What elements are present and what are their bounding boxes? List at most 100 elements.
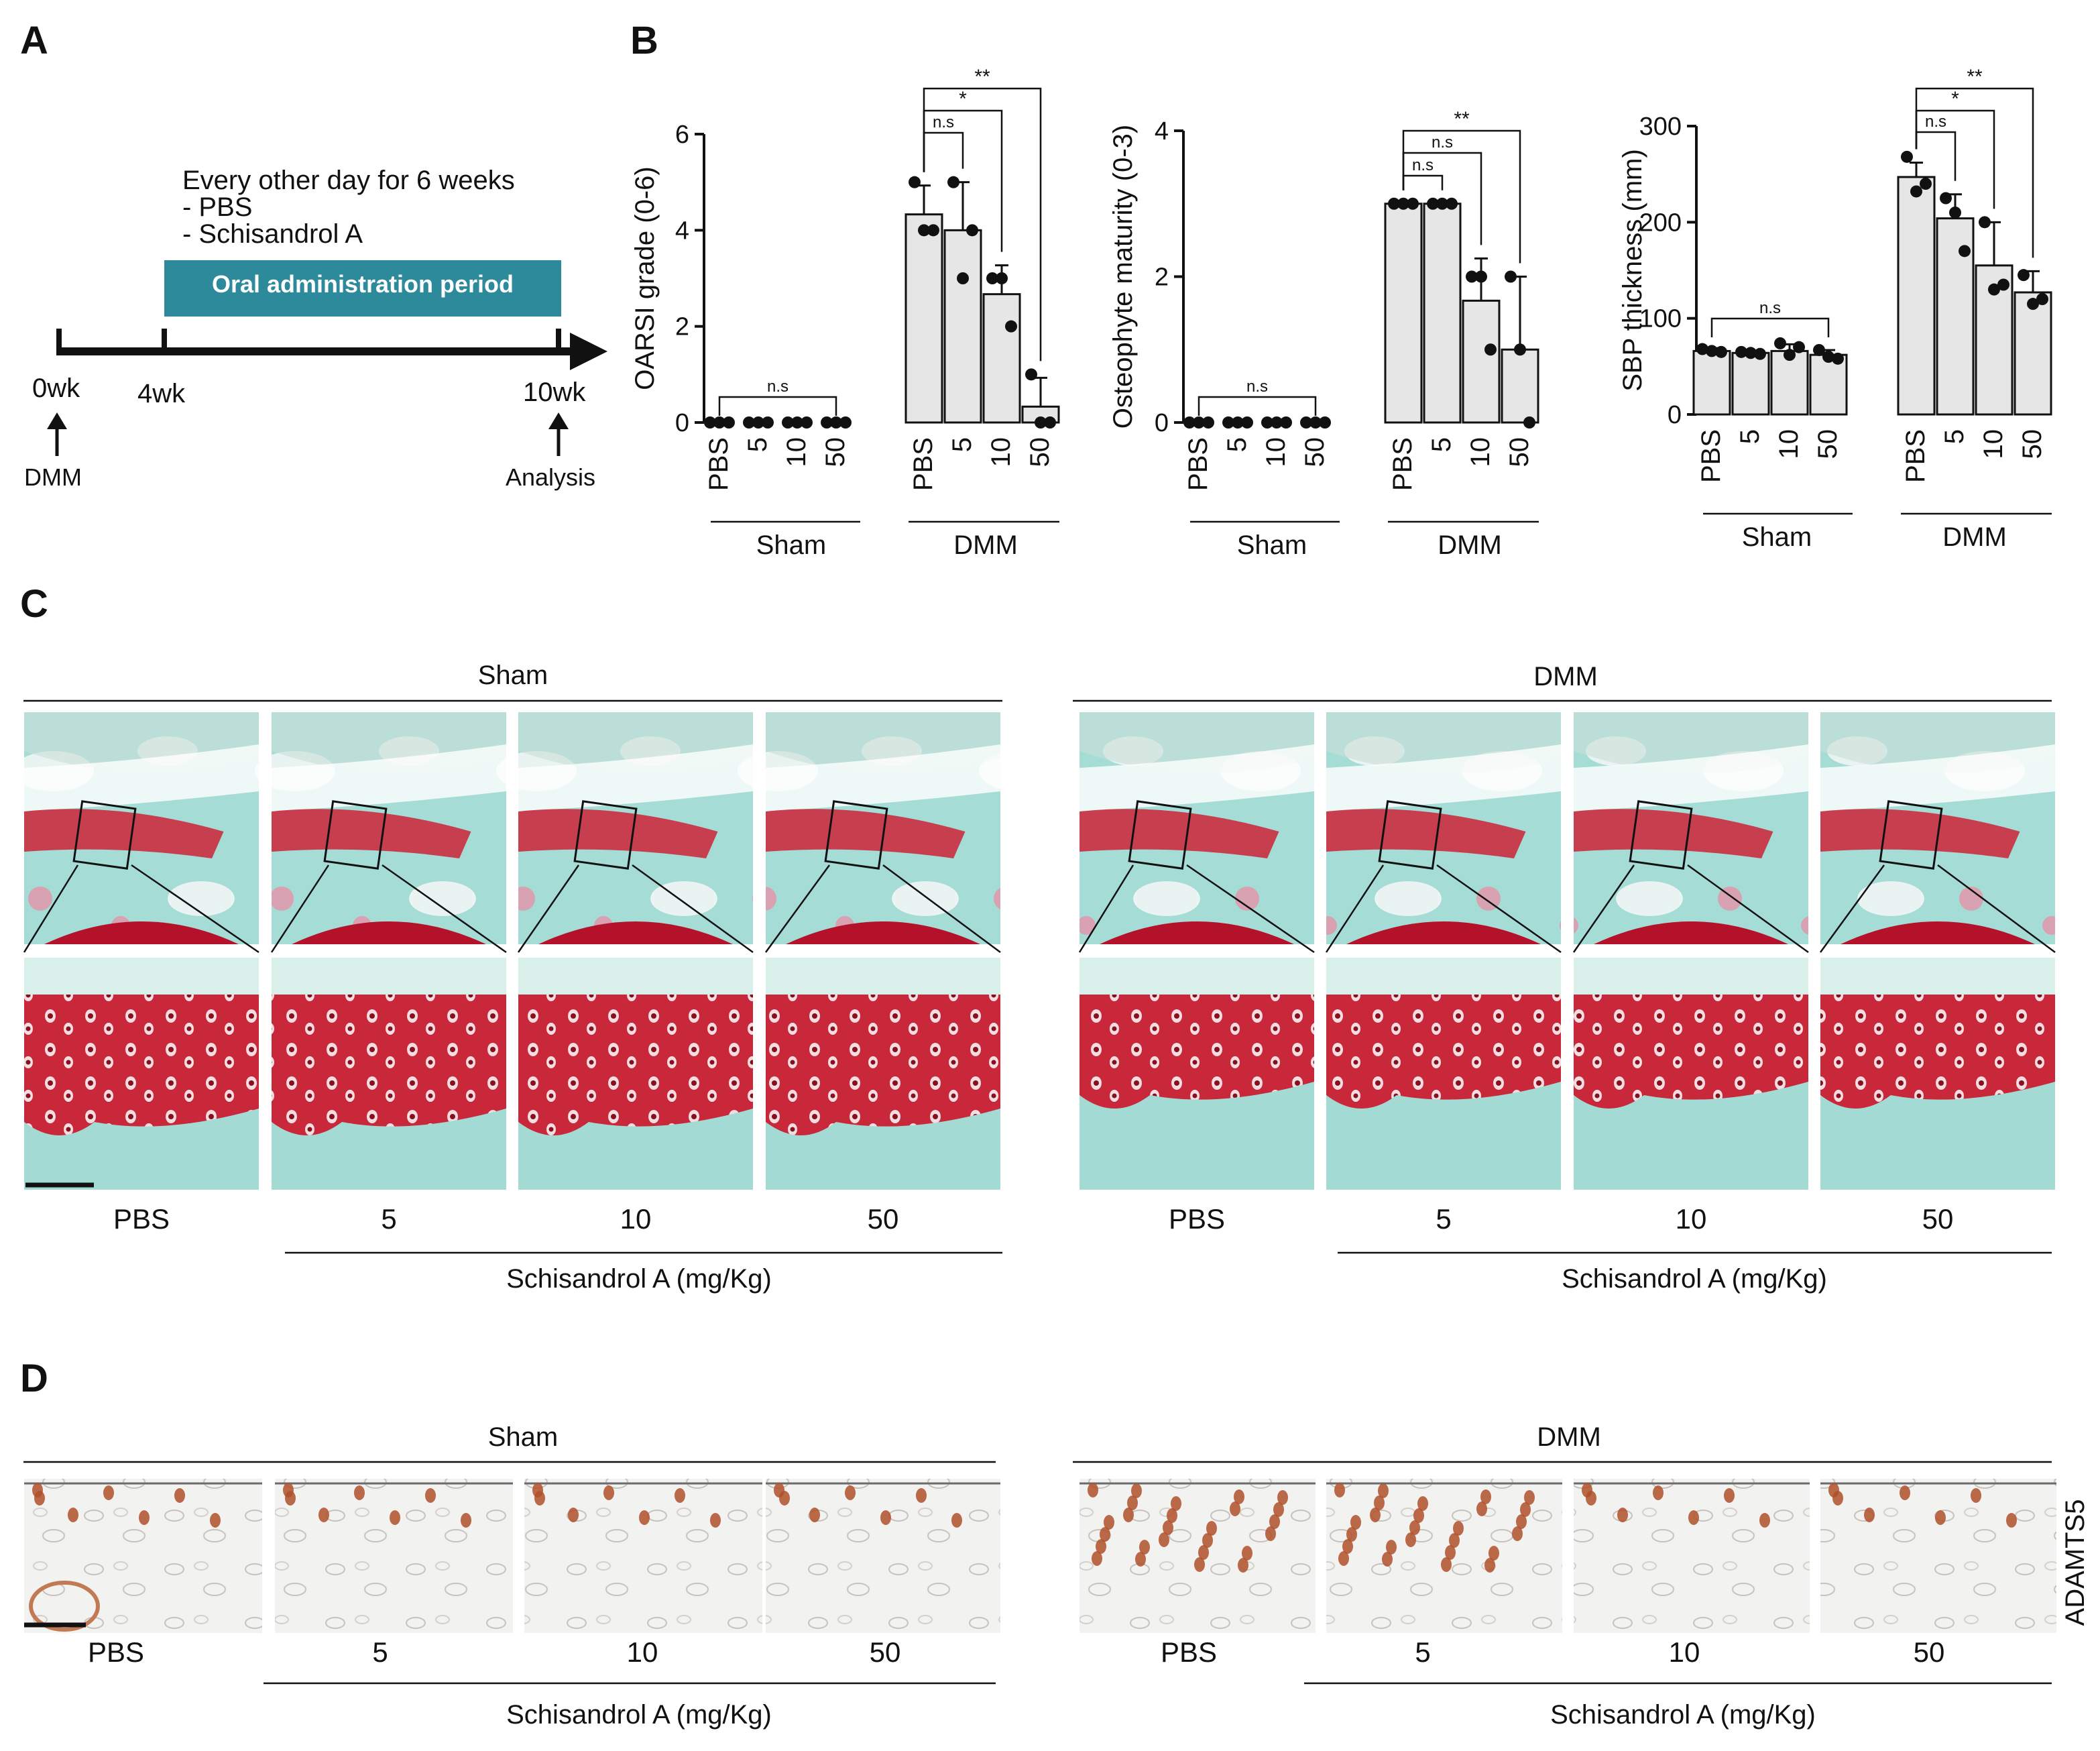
x-tick-label: 10 xyxy=(1774,429,1804,459)
significance-label: ** xyxy=(1967,66,1983,88)
x-tick-label: 5 xyxy=(947,437,977,452)
data-point xyxy=(1193,416,1205,429)
group-label-sham: Sham xyxy=(1742,522,1812,552)
c-lowmag-tile xyxy=(1325,712,1562,954)
schedule-title: Every other day for 6 weeks xyxy=(182,166,515,195)
arrow-dmm-head xyxy=(47,412,67,429)
c-lowmag-tile xyxy=(1572,712,1809,954)
data-point xyxy=(1427,197,1439,210)
x-tick-label: 5 xyxy=(1222,437,1252,452)
data-point xyxy=(927,224,939,237)
data-point xyxy=(1754,347,1766,360)
data-point xyxy=(1514,343,1526,356)
c-sham-dose-axis-label: Schisandrol A (mg/Kg) xyxy=(506,1264,772,1294)
c-highmag-tile xyxy=(518,958,753,1190)
bar-sham-pbs xyxy=(1692,349,1731,416)
c-highmag-tile xyxy=(1820,958,2055,1190)
data-point xyxy=(1397,197,1409,210)
y-tick-label: 0 xyxy=(1155,409,1169,437)
d-dose-label: PBS xyxy=(88,1636,144,1668)
d-sham-dose-axis-label: Schisandrol A (mg/Kg) xyxy=(506,1700,772,1730)
significance-bracket xyxy=(1915,131,1957,181)
timepoint-4wk: 4wk xyxy=(137,379,186,408)
data-point xyxy=(1706,345,1718,357)
c-dose-label: 5 xyxy=(1436,1203,1451,1235)
bar-dmm-50 xyxy=(1501,348,1539,424)
data-point xyxy=(1745,347,1757,359)
data-point xyxy=(1466,270,1478,283)
d-dose-label: PBS xyxy=(1161,1636,1217,1668)
d-dmm-dose-axis-label: Schisandrol A (mg/Kg) xyxy=(1550,1700,1816,1730)
data-point xyxy=(1949,207,1961,219)
data-point xyxy=(1774,337,1786,349)
data-point xyxy=(1446,197,1458,210)
data-point xyxy=(743,416,755,429)
chart-3: 0 100 200 300 SBP thickness (mm) PBS 5 10 50 PBS 5… xyxy=(1618,66,2052,552)
significance-label: ** xyxy=(1454,108,1470,130)
data-point xyxy=(1222,416,1234,429)
c-highmag-tile xyxy=(766,958,1000,1190)
data-point xyxy=(2018,269,2030,282)
c-lowmag-tile xyxy=(23,712,259,954)
c-dmm-dose-axis-label: Schisandrol A (mg/Kg) xyxy=(1562,1264,1827,1294)
d-dose-label: 5 xyxy=(1415,1636,1430,1668)
d-ihc-tile xyxy=(1574,1479,1810,1633)
x-tick-label: 10 xyxy=(782,437,811,467)
event-dmm: DMM xyxy=(24,463,82,491)
data-point xyxy=(1183,416,1195,429)
c-image-grid xyxy=(23,712,2056,1190)
x-tick-label: 10 xyxy=(986,437,1016,467)
panel-letter-d: D xyxy=(20,1357,48,1400)
data-point xyxy=(1979,216,1991,229)
d-ihc-tile xyxy=(1326,1479,1562,1633)
d-dose-label: 50 xyxy=(1914,1636,1945,1668)
significance-label: n.s xyxy=(1759,299,1781,317)
d-dose-label: 10 xyxy=(627,1636,658,1668)
x-tick-label: 10 xyxy=(1466,437,1495,467)
data-point xyxy=(752,416,764,429)
bar-dmm-pbs xyxy=(1897,176,1936,416)
data-point xyxy=(1300,416,1312,429)
data-point xyxy=(1280,416,1292,429)
y-tick-label: 2 xyxy=(675,313,689,341)
d-ihc-tile xyxy=(275,1479,513,1633)
bar-dmm-5 xyxy=(943,229,982,424)
data-point xyxy=(821,416,833,429)
significance-bracket xyxy=(1402,174,1444,190)
group-label-sham: Sham xyxy=(756,530,827,560)
d-header-dmm: DMM xyxy=(1537,1422,1601,1452)
x-tick-label: PBS xyxy=(1388,437,1417,491)
d-stain-label: ADAMTS5 xyxy=(2060,1500,2090,1626)
chart-2: 0 2 4 Osteophyte maturity (0-3) PBS 5 10 50 PBS 5… xyxy=(1108,108,1539,560)
data-point xyxy=(839,416,852,429)
data-point xyxy=(1910,185,1922,198)
y-tick-label: 4 xyxy=(675,217,689,245)
d-ihc-tile xyxy=(766,1479,1000,1633)
bar-sham-50 xyxy=(1809,353,1848,416)
c-highmag-tile xyxy=(1574,958,1808,1190)
bar-dmm-10 xyxy=(1462,299,1501,424)
significance-label: * xyxy=(1951,88,1959,110)
data-point xyxy=(2036,293,2048,305)
data-point xyxy=(1696,343,1708,355)
x-tick-label: PBS xyxy=(1696,429,1726,483)
data-point xyxy=(1202,416,1214,429)
c-dose-labels: PBS 5 10 50 PBS 5 10 50 xyxy=(113,1203,1953,1235)
event-analysis: Analysis xyxy=(506,463,595,491)
d-dose-label: 50 xyxy=(870,1636,901,1668)
data-point xyxy=(713,416,725,429)
c-dose-label: 10 xyxy=(620,1203,652,1235)
x-tick-label: 50 xyxy=(1025,437,1055,467)
y-tick-label: 4 xyxy=(1155,117,1169,146)
x-tick-label: 5 xyxy=(1940,429,1969,444)
data-point xyxy=(2027,298,2039,310)
data-point xyxy=(704,416,716,429)
x-tick-label: 50 xyxy=(1505,437,1534,467)
panel-letter-b: B xyxy=(630,19,658,62)
treatment-pbs: - PBS xyxy=(182,192,252,222)
x-tick-label: PBS xyxy=(909,437,938,491)
arrow-analysis-head xyxy=(548,412,569,429)
y-tick-label: 300 xyxy=(1639,113,1682,141)
significance-label: ** xyxy=(974,66,990,88)
data-point xyxy=(801,416,813,429)
